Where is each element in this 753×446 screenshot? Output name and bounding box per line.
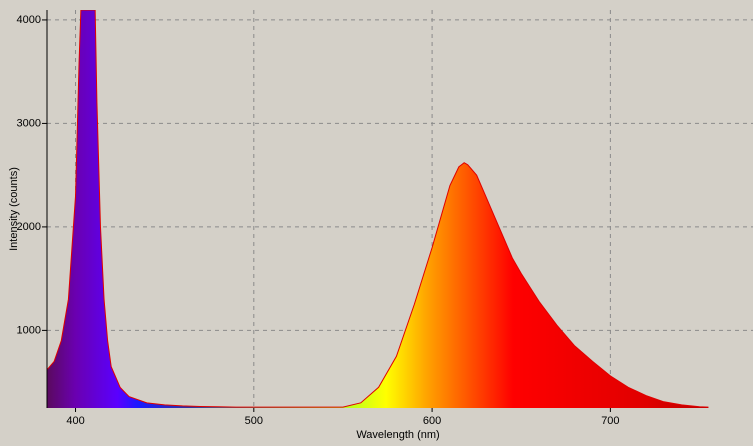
y-axis-title: Intensity (counts) — [8, 167, 20, 251]
x-axis-title: Wavelength (nm) — [356, 429, 439, 441]
series — [47, 10, 709, 408]
x-tick-label: 600 — [423, 415, 441, 427]
x-tick-label: 700 — [601, 415, 619, 427]
y-tick-label: 1000 — [17, 324, 41, 336]
y-tick-label: 2000 — [17, 221, 41, 233]
x-tick-label: 500 — [245, 415, 263, 427]
line — [47, 10, 709, 408]
area — [47, 10, 709, 408]
y-tick-label: 3000 — [17, 117, 41, 129]
y-tick-label: 4000 — [17, 14, 41, 26]
x-tick-label: 400 — [66, 415, 84, 427]
